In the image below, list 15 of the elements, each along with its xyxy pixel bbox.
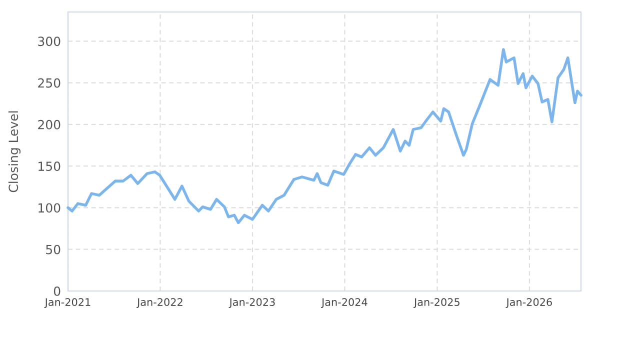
line-series [66, 48, 582, 224]
y-tick-label: 50 [46, 244, 60, 254]
y-tick-label: 250 [38, 78, 60, 88]
x-tick-label: Jan-2023 [228, 298, 275, 308]
y-tick-label: 0 [54, 286, 60, 296]
x-tick-label: Jan-2024 [321, 298, 368, 308]
x-tick-label: Jan-2022 [136, 298, 182, 308]
x-tick-label: Jan-2021 [44, 298, 90, 308]
x-tick-label: Jan-2026 [506, 298, 552, 308]
y-tick-label: 300 [38, 36, 60, 46]
y-tick-label: 200 [38, 120, 60, 130]
y-tick-label: 150 [38, 162, 60, 171]
y-axis-title: Closing Level [8, 111, 21, 192]
x-tick-label: Jan-2025 [414, 298, 460, 308]
y-tick-label: 100 [38, 203, 60, 213]
